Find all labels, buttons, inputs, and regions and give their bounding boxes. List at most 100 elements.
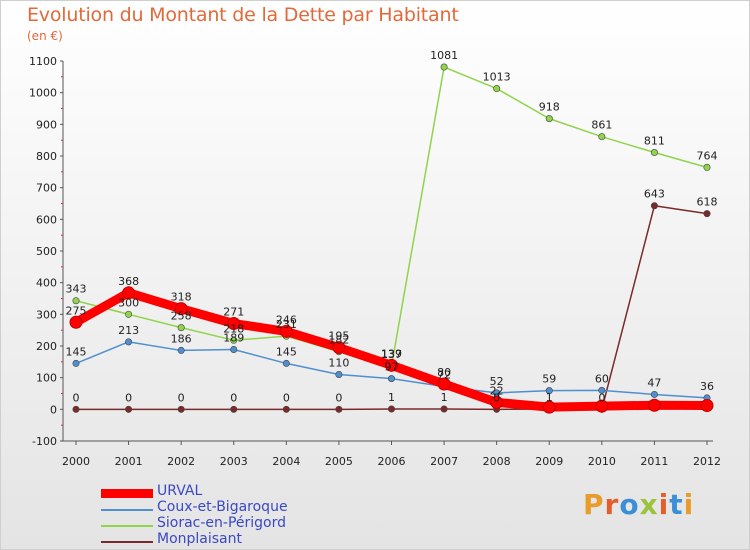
data-point-monplaisant bbox=[72, 405, 80, 413]
data-point-siorac-en-p-rigord bbox=[177, 324, 185, 332]
data-point-urval bbox=[279, 324, 293, 338]
chart-title: Evolution du Montant de la Dette par Hab… bbox=[27, 4, 459, 26]
data-label-coux-et-bigaroque: 59 bbox=[542, 373, 556, 386]
legend-label-monplaisant: Monplaisant bbox=[157, 531, 242, 547]
data-point-monplaisant bbox=[650, 202, 658, 210]
chart-unit: (en €) bbox=[27, 29, 63, 43]
legend-swatch-urval bbox=[101, 489, 153, 498]
data-point-siorac-en-p-rigord bbox=[72, 297, 80, 305]
x-tick-label: 2004 bbox=[272, 455, 300, 468]
legend-swatch-monplaisant bbox=[101, 541, 153, 543]
x-tick-label: 2003 bbox=[220, 455, 248, 468]
data-label-coux-et-bigaroque: 72 bbox=[437, 369, 451, 382]
data-label-monplaisant: 0 bbox=[493, 391, 500, 404]
y-tick-label: 1000 bbox=[29, 87, 57, 100]
data-point-coux-et-bigaroque bbox=[650, 390, 658, 398]
data-point-urval bbox=[332, 341, 346, 355]
data-label-urval: 22 bbox=[490, 384, 504, 397]
data-point-siorac-en-p-rigord bbox=[230, 336, 238, 344]
x-tick-label: 2007 bbox=[430, 455, 458, 468]
data-label-urval: 139 bbox=[381, 347, 402, 360]
data-label-monplaisant: 643 bbox=[644, 188, 665, 201]
data-point-siorac-en-p-rigord bbox=[650, 149, 658, 157]
y-tick-label: 300 bbox=[36, 308, 57, 321]
data-label-coux-et-bigaroque: 145 bbox=[66, 345, 87, 358]
data-point-siorac-en-p-rigord bbox=[440, 63, 448, 71]
legend-label-urval: URVAL bbox=[157, 483, 203, 499]
data-label-siorac-en-p-rigord: 811 bbox=[644, 135, 665, 148]
data-point-coux-et-bigaroque bbox=[387, 375, 395, 383]
y-tick-label: 900 bbox=[36, 118, 57, 131]
data-point-urval bbox=[227, 317, 241, 331]
y-tick-label: 800 bbox=[36, 150, 57, 163]
y-tick-label: 400 bbox=[36, 277, 57, 290]
data-point-coux-et-bigaroque bbox=[598, 386, 606, 394]
data-point-monplaisant bbox=[125, 405, 133, 413]
data-point-coux-et-bigaroque bbox=[335, 370, 343, 378]
data-label-siorac-en-p-rigord: 231 bbox=[276, 318, 297, 331]
legend-label-coux-et-bigaroque: Coux-et-Bigaroque bbox=[157, 499, 288, 515]
data-point-coux-et-bigaroque bbox=[545, 387, 553, 395]
x-tick-label: 2008 bbox=[483, 455, 511, 468]
x-tick-label: 2001 bbox=[115, 455, 143, 468]
logo-letter: P bbox=[583, 488, 605, 521]
data-point-monplaisant bbox=[282, 405, 290, 413]
data-point-siorac-en-p-rigord bbox=[598, 133, 606, 141]
data-label-urval: 275 bbox=[66, 304, 87, 317]
y-tick-label: 0 bbox=[50, 403, 57, 416]
legend-label-siorac-en-perigord: Siorac-en-Périgord bbox=[157, 515, 287, 531]
data-point-coux-et-bigaroque bbox=[230, 345, 238, 353]
y-tick-label: 100 bbox=[36, 372, 57, 385]
x-tick-label: 2002 bbox=[167, 455, 195, 468]
data-point-monplaisant bbox=[703, 210, 711, 218]
data-point-coux-et-bigaroque bbox=[282, 359, 290, 367]
data-label-monplaisant: 0 bbox=[283, 391, 290, 404]
data-label-monplaisant: 0 bbox=[230, 391, 237, 404]
data-label-coux-et-bigaroque: 110 bbox=[328, 357, 349, 370]
x-tick-label: 2011 bbox=[640, 455, 668, 468]
data-label-monplaisant: 1 bbox=[388, 391, 395, 404]
x-tick-label: 2010 bbox=[588, 455, 616, 468]
data-point-urval bbox=[69, 315, 83, 329]
data-point-urval bbox=[490, 395, 504, 409]
data-point-siorac-en-p-rigord bbox=[125, 310, 133, 318]
data-label-urval: 368 bbox=[118, 275, 139, 288]
x-tick-label: 2000 bbox=[62, 455, 90, 468]
logo-letter: i bbox=[683, 488, 695, 521]
y-tick-label: 700 bbox=[36, 182, 57, 195]
data-point-urval bbox=[700, 399, 714, 413]
data-label-siorac-en-p-rigord: 918 bbox=[539, 101, 560, 114]
legend-swatch-coux-et-bigaroque bbox=[101, 509, 153, 511]
data-label-coux-et-bigaroque: 213 bbox=[118, 324, 139, 337]
data-label-siorac-en-p-rigord: 258 bbox=[171, 310, 192, 323]
y-tick-label: 200 bbox=[36, 340, 57, 353]
data-label-urval: 271 bbox=[223, 306, 244, 319]
legend-swatch-siorac-en-perigord bbox=[101, 525, 153, 527]
logo-letter: t bbox=[669, 488, 684, 521]
data-point-urval bbox=[122, 286, 136, 300]
data-point-monplaisant bbox=[177, 405, 185, 413]
data-point-monplaisant bbox=[335, 405, 343, 413]
logo-letter: o bbox=[619, 488, 640, 521]
logo-letter: x bbox=[639, 488, 659, 521]
data-point-urval bbox=[647, 398, 661, 412]
logo-letter: r bbox=[604, 488, 620, 521]
data-label-coux-et-bigaroque: 47 bbox=[647, 376, 661, 389]
x-tick-label: 2005 bbox=[325, 455, 353, 468]
data-label-siorac-en-p-rigord: 1013 bbox=[483, 71, 511, 84]
data-label-monplaisant: 1 bbox=[546, 391, 553, 404]
data-label-urval: 195 bbox=[328, 330, 349, 343]
data-point-urval bbox=[174, 302, 188, 316]
logo-letter: i bbox=[658, 488, 670, 521]
x-tick-label: 2009 bbox=[535, 455, 563, 468]
data-point-siorac-en-p-rigord bbox=[703, 163, 711, 171]
data-label-monplaisant: 0 bbox=[178, 391, 185, 404]
proxiti-logo: Proxiti bbox=[583, 488, 694, 521]
data-label-coux-et-bigaroque: 145 bbox=[276, 345, 297, 358]
data-label-siorac-en-p-rigord: 218 bbox=[223, 322, 244, 335]
data-label-siorac-en-p-rigord: 300 bbox=[118, 296, 139, 309]
data-label-monplaisant: 0 bbox=[598, 391, 605, 404]
y-tick-label: 500 bbox=[36, 245, 57, 258]
data-label-coux-et-bigaroque: 52 bbox=[490, 375, 504, 388]
